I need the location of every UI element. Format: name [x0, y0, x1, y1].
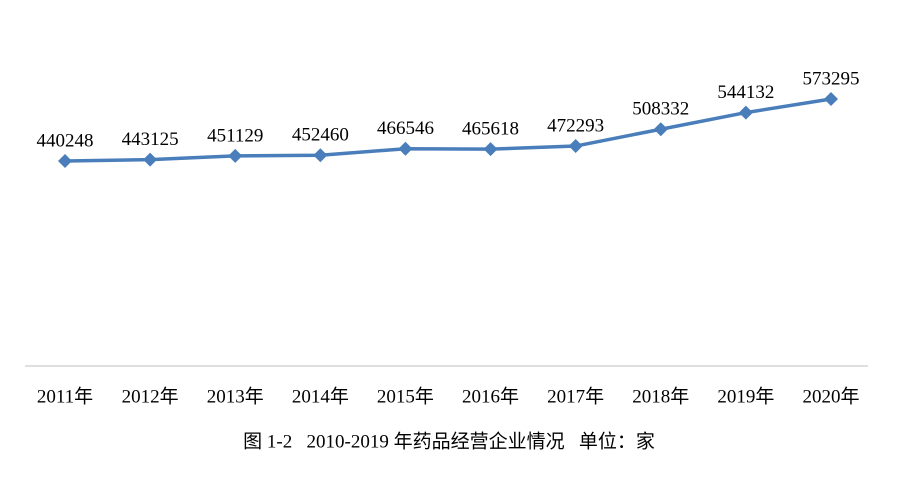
data-label: 443125	[122, 129, 179, 150]
x-tick-label: 2018年	[632, 385, 689, 407]
data-label: 508332	[632, 99, 689, 120]
line	[64, 97, 832, 163]
x-tick-label: 2019年	[717, 385, 774, 407]
marker	[568, 139, 583, 154]
marker	[58, 153, 72, 168]
marker	[313, 148, 328, 163]
x-tick-label: 2012年	[122, 385, 179, 407]
data-label: 544132	[717, 82, 774, 103]
marker	[738, 105, 753, 120]
data-label: 466546	[377, 118, 434, 139]
marker	[398, 141, 413, 156]
x-tick-label: 2020年	[802, 385, 859, 407]
x-tick-label: 2017年	[547, 385, 604, 407]
marker	[653, 122, 668, 137]
data-label: 472293	[547, 115, 604, 136]
data-label: 452460	[292, 125, 349, 146]
marker	[824, 92, 838, 107]
x-tick-label: 2013年	[207, 385, 264, 407]
data-label: 451129	[207, 125, 263, 146]
data-label: 440248	[37, 130, 94, 151]
data-label: 465618	[462, 119, 519, 140]
data-label: 573295	[803, 68, 860, 89]
x-tick-label: 2014年	[292, 385, 349, 407]
x-tick-label: 2015年	[377, 385, 434, 407]
chart-caption: 图 1-2 2010-2019 年药品经营企业情况 单位：家	[243, 430, 655, 452]
x-tick-label: 2011年	[37, 385, 93, 407]
marker	[228, 148, 243, 163]
x-tick-label: 2016年	[462, 385, 519, 407]
marker	[143, 152, 158, 167]
marker	[483, 142, 498, 157]
